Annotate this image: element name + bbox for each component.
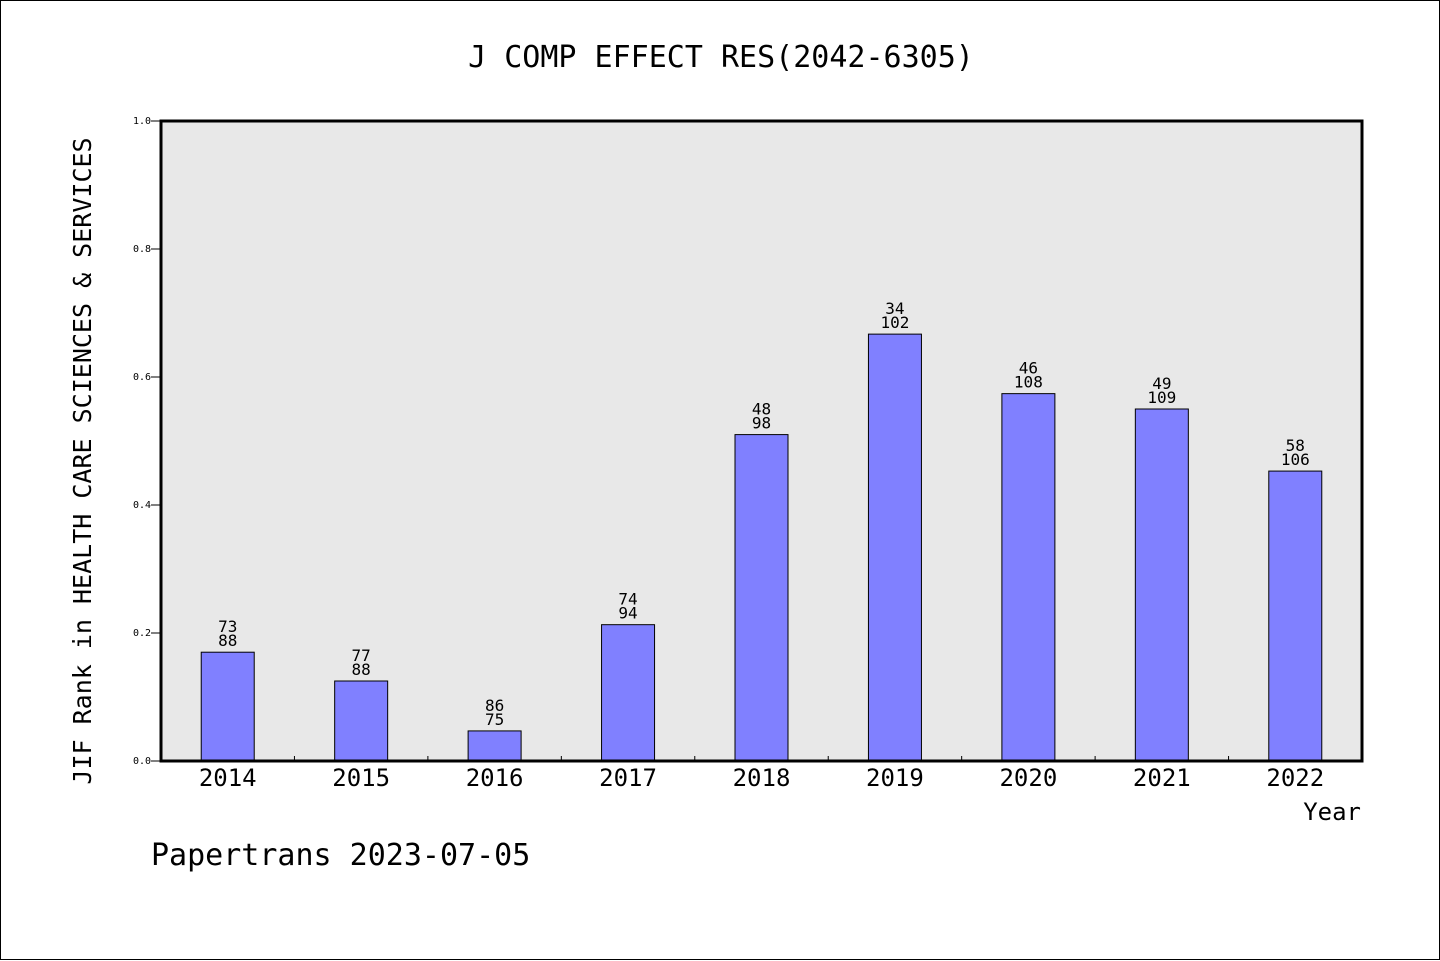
rank-label-2021: 49 (1152, 374, 1171, 393)
bars-group (200, 333, 1323, 762)
rank-label-2015: 77 (352, 646, 371, 665)
x-tick-label-2015: 2015 (332, 764, 390, 792)
x-tick-label-2016: 2016 (466, 764, 524, 792)
total-label-2020: 108 (1014, 373, 1043, 392)
total-label-2014: 88 (218, 631, 237, 650)
bar-2022 (1268, 470, 1323, 762)
y-tick-label: 0.8 (133, 244, 151, 255)
x-tick-label-2019: 2019 (866, 764, 924, 792)
x-axis-title: Year (1303, 798, 1361, 826)
x-tick-label-2020: 2020 (999, 764, 1057, 792)
rank-label-2014: 73 (218, 617, 237, 636)
rank-label-2017: 74 (618, 590, 637, 609)
total-label-2016: 75 (485, 710, 504, 729)
chart-title: J COMP EFFECT RES(2042-6305) (468, 40, 974, 75)
y-tick-label: 0.0 (133, 756, 151, 767)
total-label-2022: 106 (1281, 450, 1310, 469)
bar-2017 (601, 624, 656, 762)
rank-label-2019: 34 (885, 299, 904, 318)
rank-label-2016: 86 (485, 696, 504, 715)
y-axis-title: JIF Rank in HEALTH CARE SCIENCES & SERVI… (68, 137, 97, 784)
bar-2019 (867, 333, 922, 762)
x-tick-label-2022: 2022 (1266, 764, 1324, 792)
total-label-2019: 102 (880, 313, 909, 332)
bar-2015 (334, 680, 389, 762)
rank-label-2022: 58 (1286, 436, 1305, 455)
bar-2016 (467, 730, 522, 762)
plot-border (159, 119, 1364, 763)
bar-2020 (1001, 393, 1056, 762)
x-tick-label-2021: 2021 (1133, 764, 1191, 792)
total-label-2021: 109 (1147, 388, 1176, 407)
rank-label-2020: 46 (1019, 359, 1038, 378)
x-tick-label-2017: 2017 (599, 764, 657, 792)
bar-2014 (200, 651, 255, 762)
rank-label-2018: 48 (752, 400, 771, 419)
y-tick-label: 1.0 (133, 116, 151, 127)
x-tick-label-2018: 2018 (733, 764, 791, 792)
total-label-2017: 94 (618, 604, 637, 623)
footer-text: Papertrans 2023-07-05 (151, 838, 530, 873)
y-axis: 0.0 0.2 0.4 0.6 0.8 1.0 (133, 116, 161, 767)
bar-2021 (1134, 408, 1189, 762)
x-axis: 2014 2015 2016 2017 2018 2019 2020 2021 2022 (199, 756, 1324, 792)
x-tick-label-2014: 2014 (199, 764, 257, 792)
y-tick-label: 0.4 (133, 500, 151, 511)
y-tick-label: 0.2 (133, 628, 151, 639)
total-label-2018: 98 (752, 414, 771, 433)
total-label-2015: 88 (352, 660, 371, 679)
y-tick-label: 0.6 (133, 372, 151, 383)
bar-2018 (734, 434, 789, 762)
